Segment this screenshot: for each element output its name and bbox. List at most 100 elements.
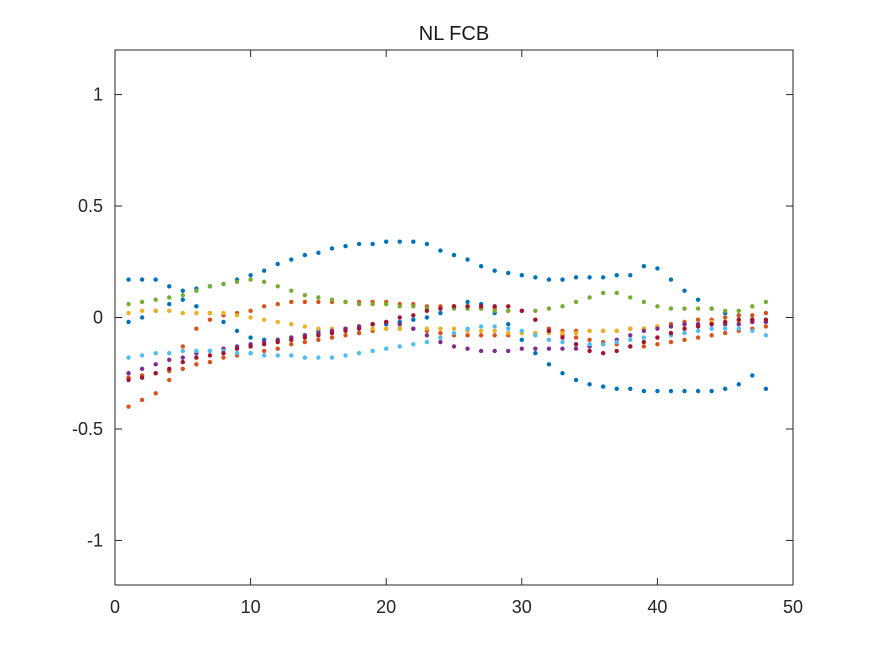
data-point <box>695 306 701 311</box>
data-point <box>384 301 389 307</box>
data-point <box>384 326 389 331</box>
data-point <box>126 277 131 282</box>
data-point <box>533 317 538 322</box>
data-point <box>519 346 524 351</box>
data-point <box>641 344 647 349</box>
data-point <box>506 326 511 331</box>
data-point <box>302 324 308 329</box>
y-tick-label: 1 <box>93 85 103 105</box>
data-point <box>451 330 457 336</box>
data-point <box>682 321 687 327</box>
data-point <box>763 333 769 338</box>
data-point <box>668 330 674 336</box>
data-point <box>261 317 267 322</box>
data-point <box>126 377 131 383</box>
data-point <box>397 321 402 327</box>
data-points-layer <box>126 239 769 409</box>
data-point <box>289 337 294 342</box>
data-point <box>248 277 253 282</box>
data-point <box>370 301 375 307</box>
data-point <box>248 308 253 314</box>
data-point <box>384 239 389 244</box>
data-point <box>628 326 633 331</box>
data-point <box>275 301 280 307</box>
data-point <box>655 326 660 331</box>
data-point <box>750 313 755 318</box>
data-point <box>384 319 389 325</box>
data-point <box>628 386 633 392</box>
data-point <box>343 353 348 358</box>
data-point <box>329 246 335 251</box>
data-point <box>180 293 185 298</box>
data-point <box>695 328 701 334</box>
data-point <box>465 326 470 331</box>
data-point <box>668 388 674 394</box>
data-point <box>370 241 375 247</box>
data-point <box>289 257 294 262</box>
data-point <box>763 386 769 392</box>
data-point <box>614 272 619 278</box>
series-8 <box>126 324 769 360</box>
data-point <box>492 328 497 334</box>
data-point <box>682 388 687 394</box>
data-point <box>261 353 267 358</box>
data-point <box>533 350 538 356</box>
data-point <box>194 362 199 367</box>
data-point <box>723 319 728 325</box>
data-point <box>438 330 443 336</box>
data-point <box>641 339 647 345</box>
data-point <box>533 333 538 338</box>
data-point <box>194 355 199 360</box>
data-point <box>424 308 430 314</box>
data-point <box>316 355 321 360</box>
data-point <box>682 326 687 331</box>
data-point <box>465 346 470 351</box>
data-point <box>139 308 145 314</box>
data-point <box>614 328 619 334</box>
data-point <box>343 243 348 249</box>
x-tick-label: 10 <box>241 597 261 617</box>
data-point <box>763 317 769 322</box>
y-tick-label: 0 <box>93 308 103 328</box>
data-point <box>207 317 213 322</box>
plot-area <box>115 50 793 585</box>
data-point <box>207 284 213 289</box>
data-point <box>736 321 741 327</box>
data-point <box>560 277 565 282</box>
data-point <box>167 377 172 383</box>
data-point <box>533 346 538 351</box>
data-point <box>492 348 497 354</box>
data-point <box>750 328 755 334</box>
data-point <box>478 324 484 329</box>
data-point <box>126 355 131 360</box>
x-tick-label: 30 <box>512 597 532 617</box>
data-point <box>316 333 321 338</box>
data-point <box>248 272 253 278</box>
data-point <box>492 308 497 314</box>
data-point <box>316 299 321 305</box>
data-point <box>628 337 633 342</box>
data-point <box>207 353 213 358</box>
data-point <box>492 304 497 309</box>
data-point <box>194 304 199 309</box>
data-point <box>763 324 769 329</box>
data-point <box>424 315 430 320</box>
data-point <box>180 348 185 354</box>
data-point <box>723 315 728 320</box>
data-point <box>153 391 158 396</box>
data-point <box>153 362 158 367</box>
data-point <box>736 382 741 387</box>
data-point <box>600 328 606 334</box>
data-point <box>668 277 674 282</box>
data-point <box>750 373 755 378</box>
data-point <box>614 386 619 392</box>
data-point <box>641 328 647 334</box>
data-point <box>316 250 321 256</box>
data-point <box>655 304 660 309</box>
data-point <box>750 304 755 309</box>
data-point <box>302 339 308 345</box>
y-tick-label: -0.5 <box>72 419 103 439</box>
data-point <box>180 359 185 365</box>
data-point <box>275 284 280 289</box>
